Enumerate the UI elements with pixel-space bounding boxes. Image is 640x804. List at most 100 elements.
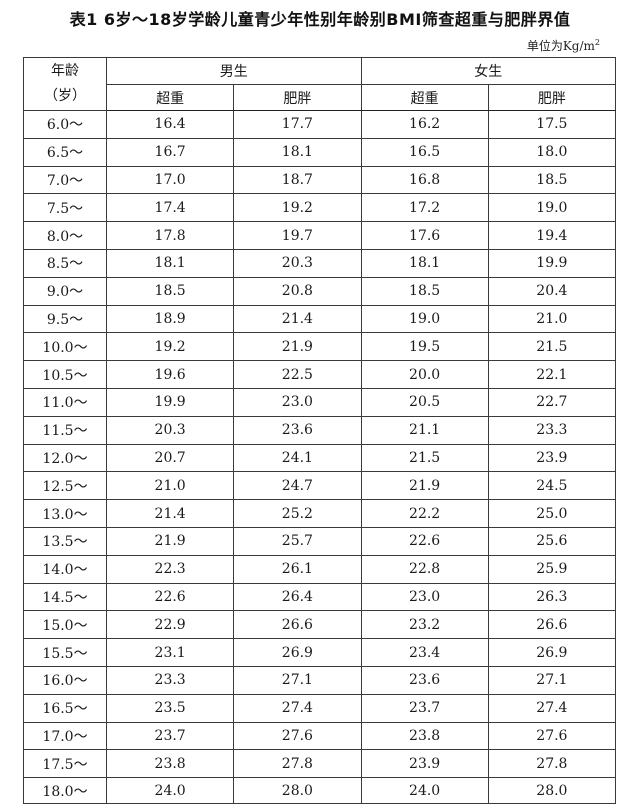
- age-cell: 17.0～: [23, 721, 107, 751]
- male-overweight-cell: 16.4: [105, 110, 235, 139]
- male-overweight-cell: 23.1: [105, 638, 235, 667]
- female-obese-cell: 22.1: [487, 360, 617, 389]
- age-cell: 17.5～: [23, 749, 107, 779]
- male-obese-cell: 18.7: [233, 165, 362, 195]
- female-header: 女生: [360, 57, 616, 85]
- female-overweight-cell: 21.9: [360, 471, 489, 501]
- female-obese-cell: 25.9: [487, 554, 617, 584]
- table-row: 6.5～ 16.7 18.1 16.5 18.0: [23, 137, 617, 167]
- male-overweight-cell: 17.0: [105, 165, 235, 195]
- age-cell: 15.5～: [23, 638, 107, 667]
- table-row: 7.5～ 17.4 19.2 17.2 19.0: [23, 193, 617, 223]
- table-row: 9.5～ 18.9 21.4 19.0 21.0: [23, 304, 617, 334]
- table-row: 11.5～ 20.3 23.6 21.1 23.3: [23, 415, 617, 445]
- age-cell: 11.5～: [23, 415, 107, 445]
- male-obese-cell: 27.4: [233, 693, 362, 723]
- male-overweight-cell: 21.0: [105, 471, 235, 501]
- male-overweight-cell: 23.5: [105, 693, 235, 723]
- table-row: 12.0～ 20.7 24.1 21.5 23.9: [23, 443, 617, 473]
- male-overweight-cell: 22.6: [105, 582, 235, 612]
- male-overweight-cell: 21.9: [105, 526, 235, 556]
- table-row: 7.0～ 17.0 18.7 16.8 18.5: [23, 165, 617, 195]
- table-row: 13.0～ 21.4 25.2 22.2 25.0: [23, 499, 617, 528]
- male-obese-cell: 22.5: [233, 360, 362, 389]
- female-overweight-cell: 19.0: [360, 304, 489, 334]
- female-overweight-header: 超重: [360, 84, 489, 111]
- male-obese-header: 肥胖: [233, 84, 362, 111]
- male-overweight-cell: 22.3: [105, 554, 235, 584]
- age-cell: 8.0～: [23, 221, 107, 250]
- male-obese-cell: 21.9: [233, 332, 362, 362]
- male-obese-cell: 26.9: [233, 638, 362, 667]
- header-row-sex: 年龄 （岁） 男生 女生: [23, 57, 616, 111]
- female-obese-cell: 23.3: [487, 415, 617, 445]
- female-overweight-cell: 16.2: [360, 110, 489, 139]
- male-overweight-cell: 19.9: [105, 387, 235, 417]
- male-obese-cell: 24.1: [233, 443, 362, 473]
- female-obese-cell: 26.9: [487, 638, 617, 667]
- female-obese-cell: 20.4: [487, 276, 617, 306]
- male-header: 男生: [106, 57, 362, 85]
- male-obese-cell: 25.2: [233, 499, 362, 528]
- male-overweight-cell: 17.4: [105, 193, 235, 223]
- table-row: 12.5～ 21.0 24.7 21.9 24.5: [23, 471, 617, 501]
- age-cell: 9.0～: [23, 276, 107, 306]
- age-cell: 7.5～: [23, 193, 107, 223]
- female-overweight-cell: 23.7: [360, 693, 489, 723]
- table-row: 17.0～ 23.7 27.6 23.8 27.6: [23, 721, 617, 751]
- female-obese-cell: 27.6: [487, 721, 617, 751]
- female-obese-cell: 19.4: [487, 221, 617, 250]
- female-overweight-cell: 21.5: [360, 443, 489, 473]
- age-cell: 10.5～: [23, 360, 107, 389]
- female-obese-header: 肥胖: [487, 84, 617, 111]
- table-row: 16.5～ 23.5 27.4 23.7 27.4: [23, 693, 617, 723]
- female-obese-cell: 24.5: [487, 471, 617, 501]
- table-body: 6.0～ 16.4 17.7 16.2 17.5 6.5～ 16.7 18.1 16.5 18.0…: [23, 110, 617, 804]
- male-obese-cell: 19.7: [233, 221, 362, 250]
- female-overweight-cell: 21.1: [360, 415, 489, 445]
- female-overweight-cell: 23.4: [360, 638, 489, 667]
- table-title: 表1 6岁～18岁学龄儿童青少年性别年龄别BMI筛查超重与肥胖界值: [69, 10, 571, 29]
- age-cell: 12.0～: [23, 443, 107, 473]
- male-overweight-cell: 22.9: [105, 610, 235, 640]
- male-obese-cell: 23.0: [233, 387, 362, 417]
- male-obese-cell: 26.4: [233, 582, 362, 612]
- male-overweight-cell: 23.3: [105, 665, 235, 695]
- age-cell: 13.5～: [23, 526, 107, 556]
- table-row: 14.0～ 22.3 26.1 22.8 25.9: [23, 554, 617, 584]
- female-obese-cell: 23.9: [487, 443, 617, 473]
- female-obese-cell: 26.3: [487, 582, 617, 612]
- male-overweight-cell: 18.1: [105, 248, 235, 278]
- female-obese-cell: 27.4: [487, 693, 617, 723]
- female-obese-cell: 22.7: [487, 387, 617, 417]
- table-row: 11.0～ 19.9 23.0 20.5 22.7: [23, 387, 617, 417]
- table-row: 6.0～ 16.4 17.7 16.2 17.5: [23, 110, 617, 139]
- table-row: 14.5～ 22.6 26.4 23.0 26.3: [23, 582, 617, 612]
- female-overweight-cell: 17.6: [360, 221, 489, 250]
- male-obese-cell: 27.1: [233, 665, 362, 695]
- table-row: 16.0～ 23.3 27.1 23.6 27.1: [23, 665, 617, 695]
- age-cell: 18.0～: [23, 777, 107, 804]
- male-overweight-cell: 16.7: [105, 137, 235, 167]
- male-overweight-cell: 23.7: [105, 721, 235, 751]
- male-overweight-cell: 19.2: [105, 332, 235, 362]
- female-overweight-cell: 16.8: [360, 165, 489, 195]
- male-overweight-cell: 24.0: [105, 777, 235, 804]
- header-row-category: 超重 肥胖 超重 肥胖: [24, 84, 617, 111]
- age-cell: 7.0～: [23, 165, 107, 195]
- age-cell: 13.0～: [23, 499, 107, 528]
- female-overweight-cell: 23.0: [360, 582, 489, 612]
- male-obese-cell: 27.8: [233, 749, 362, 779]
- male-overweight-cell: 18.9: [105, 304, 235, 334]
- unit-text: 单位为Kg/m: [526, 39, 595, 53]
- age-cell: 16.5～: [23, 693, 107, 723]
- female-obese-cell: 19.0: [487, 193, 617, 223]
- female-obese-cell: 21.0: [487, 304, 617, 334]
- male-overweight-cell: 19.6: [105, 360, 235, 389]
- table-row: 9.0～ 18.5 20.8 18.5 20.4: [23, 276, 617, 306]
- male-overweight-cell: 21.4: [105, 499, 235, 528]
- female-obese-cell: 26.6: [487, 610, 617, 640]
- female-obese-cell: 27.8: [487, 749, 617, 779]
- female-obese-cell: 25.0: [487, 499, 617, 528]
- female-overweight-cell: 23.6: [360, 665, 489, 695]
